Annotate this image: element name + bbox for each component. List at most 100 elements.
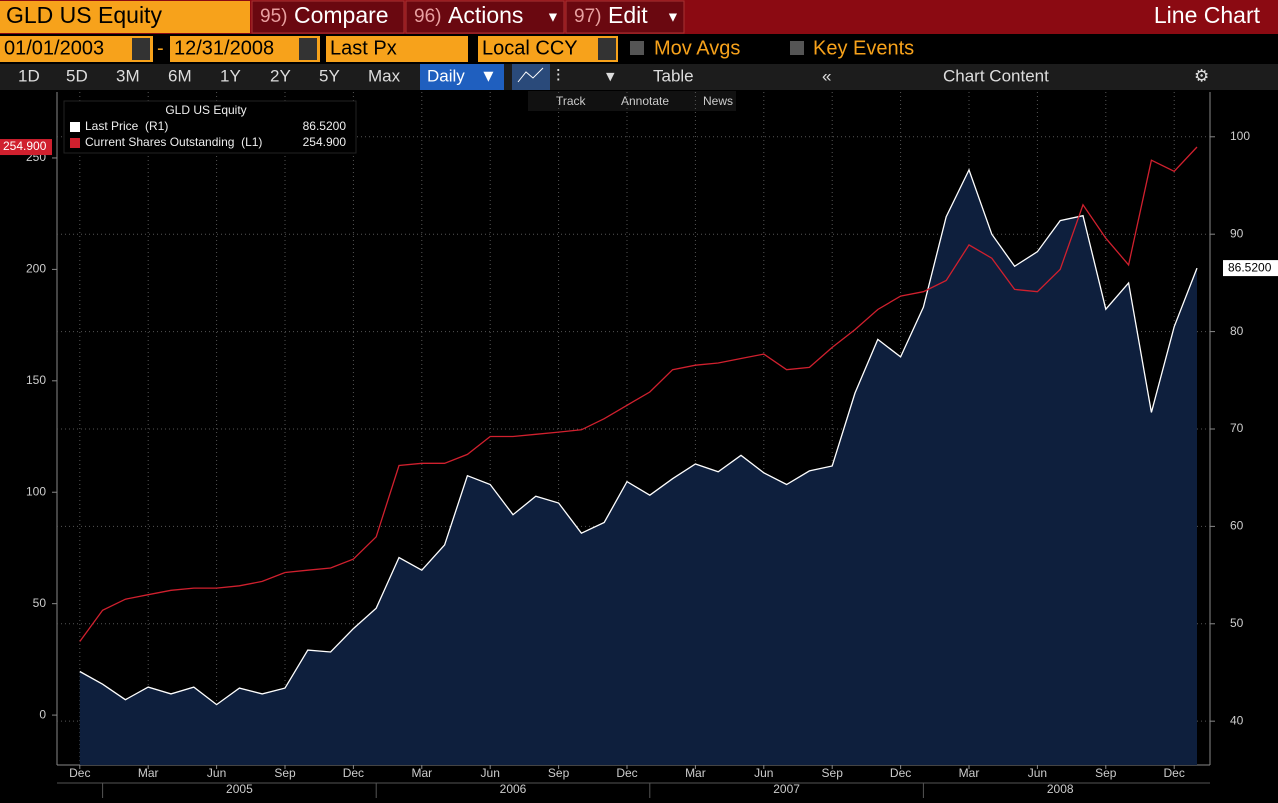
checkbox[interactable] — [630, 41, 644, 55]
menu-button[interactable] — [565, 0, 685, 34]
x-tick-label: Dec — [890, 766, 911, 780]
period-button[interactable]: 1D — [18, 66, 40, 85]
x-tick-label: Mar — [959, 766, 980, 780]
period-button[interactable]: 6M — [168, 66, 192, 85]
x-tick-label: Jun — [1028, 766, 1047, 780]
table-button[interactable]: Table — [653, 66, 694, 85]
menu-button[interactable] — [405, 0, 565, 34]
bar-icon[interactable]: ⫶ — [556, 66, 560, 85]
tab-bar — [0, 64, 1278, 90]
year-label: 2005 — [226, 782, 253, 796]
menu-label: Compare — [294, 2, 389, 28]
collapse-button[interactable]: « — [822, 66, 831, 85]
y2-tick-label: 70 — [1230, 421, 1244, 435]
legend-label: Last Price (R1) — [85, 119, 168, 133]
field-box[interactable] — [326, 36, 468, 62]
x-tick-label: Dec — [616, 766, 637, 780]
dropdown-arrow: ▼ — [666, 9, 680, 25]
frequency: Daily — [427, 66, 465, 85]
price-area — [79, 169, 1197, 765]
mov-avgs[interactable]: Mov Avgs — [654, 37, 740, 59]
frequency-box[interactable] — [420, 64, 504, 90]
x-tick-label: Sep — [274, 766, 296, 780]
period-button[interactable]: Max — [368, 66, 401, 85]
menu-label: Actions — [448, 2, 523, 28]
legend-value: 86.5200 — [303, 119, 347, 133]
period-button[interactable]: 3M — [116, 66, 140, 85]
tool-button[interactable]: Track — [556, 94, 587, 108]
x-tick-label: Jun — [481, 766, 500, 780]
menu-code: 95) — [260, 6, 287, 27]
legend-swatch — [70, 138, 80, 148]
settings-icon[interactable]: ⚙ — [1194, 66, 1209, 85]
x-tick-label: Sep — [822, 766, 844, 780]
period-button[interactable]: 2Y — [270, 66, 291, 85]
y-tick-label: 100 — [26, 484, 46, 498]
x-tick-label: Dec — [1164, 766, 1185, 780]
x-tick-label: Sep — [548, 766, 570, 780]
tools-bar — [528, 91, 736, 111]
field: Last Px — [330, 37, 397, 59]
ticker-box[interactable] — [0, 1, 250, 33]
checkbox[interactable] — [790, 41, 804, 55]
y2-tick-label: 90 — [1230, 226, 1244, 240]
year-label: 2007 — [773, 782, 800, 796]
x-tick-label: Dec — [69, 766, 90, 780]
dropdown-arrow: ▼ — [546, 9, 560, 25]
dropdown-button[interactable] — [598, 38, 616, 60]
calendar-icon[interactable] — [299, 38, 317, 60]
line-button[interactable] — [512, 64, 550, 90]
chart-content[interactable]: Chart Content — [943, 66, 1049, 85]
currency-box[interactable] — [478, 36, 618, 62]
y2-tick-label: 50 — [1230, 616, 1244, 630]
start-date: 01/01/2003 — [4, 37, 104, 59]
calendar-icon[interactable] — [132, 38, 150, 60]
legend-title: GLD US Equity — [165, 103, 246, 117]
y-tick-label: 0 — [39, 707, 46, 721]
y-tick-label: 150 — [26, 373, 46, 387]
x-tick-label: Mar — [138, 766, 159, 780]
menu-label: Edit — [608, 2, 648, 28]
end-date-box[interactable] — [170, 36, 320, 62]
legend-label: Current Shares Outstanding (L1) — [85, 135, 262, 149]
last-value-tag — [1223, 260, 1278, 277]
key-events[interactable]: Key Events — [813, 37, 914, 59]
period-button[interactable]: 1Y — [220, 66, 241, 85]
year-label: 2008 — [1047, 782, 1074, 796]
y-tick-label: 50 — [33, 596, 47, 610]
start-date-box[interactable] — [0, 36, 153, 62]
legend-value: 254.900 — [303, 135, 347, 149]
y2-tick-label: 60 — [1230, 519, 1244, 533]
end-date: 12/31/2008 — [174, 37, 274, 59]
series-line — [79, 146, 1198, 642]
legend — [63, 100, 357, 154]
x-tick-label: Jun — [207, 766, 226, 780]
x-tick-label: Mar — [411, 766, 432, 780]
y2-tick-label: 80 — [1230, 324, 1244, 338]
legend-swatch — [70, 122, 80, 132]
menu-code: 96) — [414, 6, 441, 27]
x-tick-label: Sep — [1095, 766, 1117, 780]
last-value-label: 254.900 — [3, 139, 47, 153]
tool-button[interactable]: News — [703, 94, 733, 108]
view-name: Line Chart — [1154, 2, 1261, 28]
y2-tick-label: 40 — [1230, 713, 1244, 727]
x-tick-label: Dec — [343, 766, 364, 780]
x-tick-label: Mar — [685, 766, 706, 780]
menu-code: 97) — [574, 6, 601, 27]
tool-button[interactable]: Annotate — [621, 94, 669, 108]
period-button[interactable]: 5Y — [319, 66, 340, 85]
date-separator: - — [157, 37, 164, 59]
menu-button[interactable] — [251, 0, 405, 34]
currency: Local CCY — [482, 37, 578, 59]
ticker: GLD US Equity — [6, 2, 162, 28]
dropdown-arrow: ▼ — [480, 66, 497, 85]
period-button[interactable]: 5D — [66, 66, 88, 85]
dropdown-arrow[interactable]: ▾ — [606, 66, 615, 85]
last-value-tag — [0, 139, 52, 156]
last-value-label: 86.5200 — [1228, 260, 1272, 274]
year-label: 2006 — [500, 782, 527, 796]
series-line — [79, 168, 1198, 706]
x-tick-label: Jun — [754, 766, 773, 780]
